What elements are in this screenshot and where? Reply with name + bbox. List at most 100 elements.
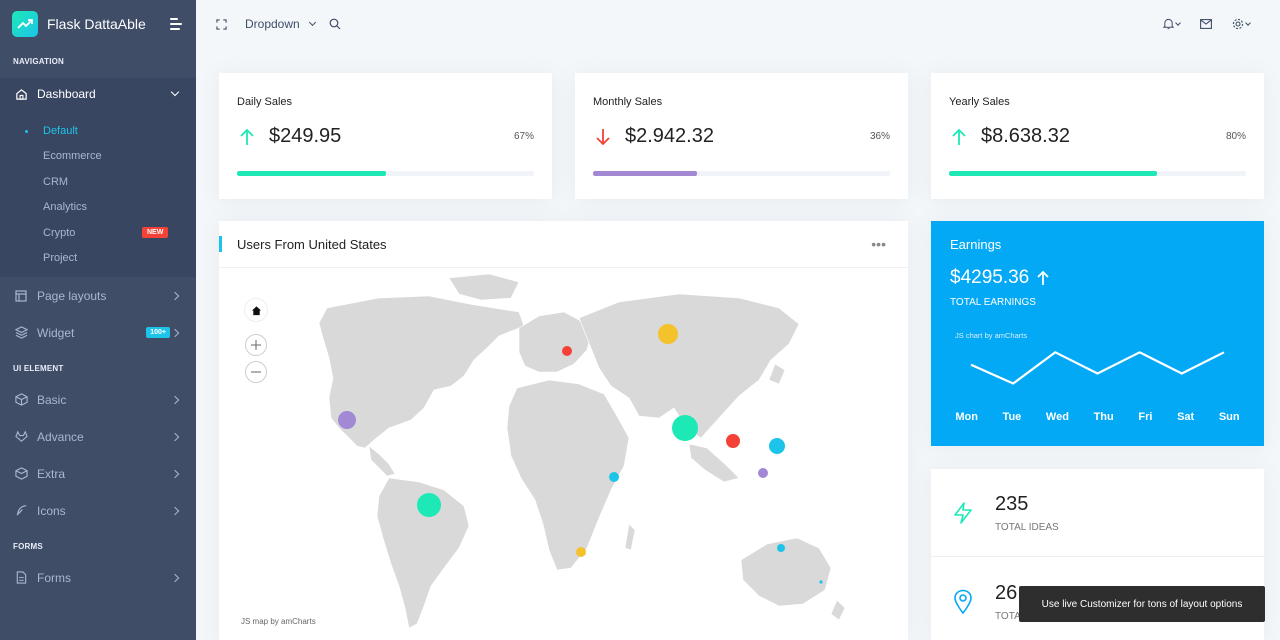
file-text-icon (14, 571, 28, 585)
widget-count-badge: 100+ (146, 327, 170, 338)
progress-fill (593, 171, 697, 176)
day-label: Tue (1002, 411, 1022, 423)
map-bubble[interactable] (658, 324, 678, 344)
stat-value: $249.95 (269, 125, 342, 147)
map-bubble[interactable] (562, 346, 572, 356)
gitlab-icon (14, 430, 28, 444)
header-dropdown[interactable]: Dropdown (245, 17, 316, 31)
nav-caption-navigation: NAVIGATION (13, 56, 65, 66)
more-options-icon[interactable]: ••• (871, 236, 886, 252)
map-bubble[interactable] (338, 411, 356, 429)
sidebar-item-widget[interactable]: Widget 100+ (0, 314, 196, 351)
chevron-right-icon (170, 506, 180, 515)
sidebar-item-label: Widget (37, 325, 75, 340)
stat-value: $8.638.32 (981, 125, 1070, 147)
map-zoom-out-button[interactable] (245, 361, 267, 383)
map-bubble[interactable] (777, 544, 785, 552)
progress-bar (593, 171, 890, 176)
package-icon (14, 467, 28, 481)
world-map[interactable] (219, 268, 908, 640)
sidebar-item-dashboard[interactable]: Dashboard (0, 78, 196, 110)
sidebar-item-label: Extra (37, 466, 66, 481)
sidebar-item-icons[interactable]: Icons (0, 492, 196, 529)
map-zoom-in-button[interactable] (245, 334, 267, 356)
chevron-down-icon (170, 87, 180, 97)
submenu-project[interactable]: Project (43, 252, 78, 265)
ideas-value: 235 (995, 492, 1029, 515)
map-bubble[interactable] (769, 438, 785, 454)
north-america (318, 295, 525, 449)
map-bubble[interactable] (576, 547, 586, 557)
submenu-analytics[interactable]: Analytics (43, 201, 88, 214)
stat-title: Daily Sales (237, 96, 293, 108)
day-label: Thu (1093, 411, 1114, 423)
europe (518, 311, 592, 373)
new-zealand (830, 599, 846, 621)
sidebar: Flask DattaAble NAVIGATION Dashboard Def… (0, 0, 196, 640)
map-bubble[interactable] (819, 580, 823, 584)
map-bubble[interactable] (609, 472, 619, 482)
arrow-up-icon (1037, 270, 1049, 285)
submenu-crypto[interactable]: Crypto NEW (0, 220, 196, 246)
bell-icon[interactable] (1163, 18, 1181, 30)
customizer-toast[interactable]: Use live Customizer for tons of layout o… (1019, 586, 1265, 622)
search-icon[interactable] (329, 18, 341, 30)
sidebar-item-extra[interactable]: Extra (0, 455, 196, 492)
chevron-right-icon (170, 469, 180, 478)
dashboard-submenu: Default Ecommerce CRM Analytics Crypto N… (0, 110, 196, 277)
brand: Flask DattaAble (0, 0, 196, 48)
map-card-header: Users From United States ••• (219, 221, 908, 268)
box-icon (14, 393, 28, 407)
southeast-asia (688, 443, 740, 483)
total-ideas-row: 235 TOTAL IDEAS (931, 469, 1264, 557)
minus-icon (251, 371, 261, 373)
stat-title: Monthly Sales (593, 96, 663, 108)
stat-percent: 80% (1225, 131, 1246, 142)
earnings-line-chart[interactable] (931, 341, 1264, 401)
home-icon (251, 305, 261, 315)
australia (740, 537, 832, 607)
day-label: Sat (1177, 411, 1195, 423)
users-map-card: Users From United States ••• (219, 221, 908, 640)
zap-icon (931, 501, 995, 525)
home-icon (14, 87, 28, 101)
new-badge: NEW (142, 227, 169, 239)
chevron-right-icon (170, 432, 180, 441)
sidebar-item-label: Basic (37, 392, 67, 407)
menu-toggle-icon[interactable] (170, 18, 184, 30)
central-america (368, 445, 396, 477)
ideas-label: TOTAL IDEAS (995, 521, 1059, 533)
map-title: Users From United States (237, 236, 387, 252)
toast-text: Use live Customizer for tons of layout o… (1041, 598, 1243, 610)
fullscreen-icon[interactable] (216, 18, 227, 30)
sidebar-item-advance[interactable]: Advance (0, 418, 196, 455)
sidebar-item-forms[interactable]: Forms (0, 559, 196, 596)
mail-icon[interactable] (1200, 19, 1212, 29)
stat-percent: 36% (869, 131, 890, 142)
arrow-down-icon (593, 128, 613, 146)
map-bubble[interactable] (758, 468, 768, 478)
map-bubble[interactable] (672, 415, 698, 441)
brand-name[interactable]: Flask DattaAble (47, 16, 146, 32)
layers-icon (14, 326, 28, 340)
nav-caption-ui-element: UI ELEMENT (13, 363, 64, 373)
submenu-default[interactable]: Default (0, 118, 196, 144)
day-label: Sun (1218, 411, 1240, 423)
chevron-right-icon (170, 291, 180, 300)
map-home-button[interactable] (245, 299, 267, 321)
map-bubble[interactable] (417, 493, 441, 517)
sidebar-item-page-layouts[interactable]: Page layouts (0, 277, 196, 314)
submenu-crm[interactable]: CRM (43, 175, 69, 188)
settings-icon[interactable] (1232, 18, 1251, 30)
submenu-ecommerce[interactable]: Ecommerce (43, 150, 102, 163)
sidebar-item-label: Page layouts (37, 288, 107, 303)
layout-icon (14, 289, 28, 303)
trending-up-icon[interactable] (12, 11, 38, 37)
map-bubble[interactable] (726, 434, 740, 448)
chevron-down-icon (308, 18, 316, 27)
stat-card-daily: Daily Sales $249.95 67% (219, 73, 552, 199)
dropdown-label: Dropdown (245, 17, 300, 31)
sidebar-item-basic[interactable]: Basic (0, 381, 196, 418)
nav-caption-forms: FORMS (13, 541, 43, 551)
arrow-up-icon (237, 128, 257, 146)
